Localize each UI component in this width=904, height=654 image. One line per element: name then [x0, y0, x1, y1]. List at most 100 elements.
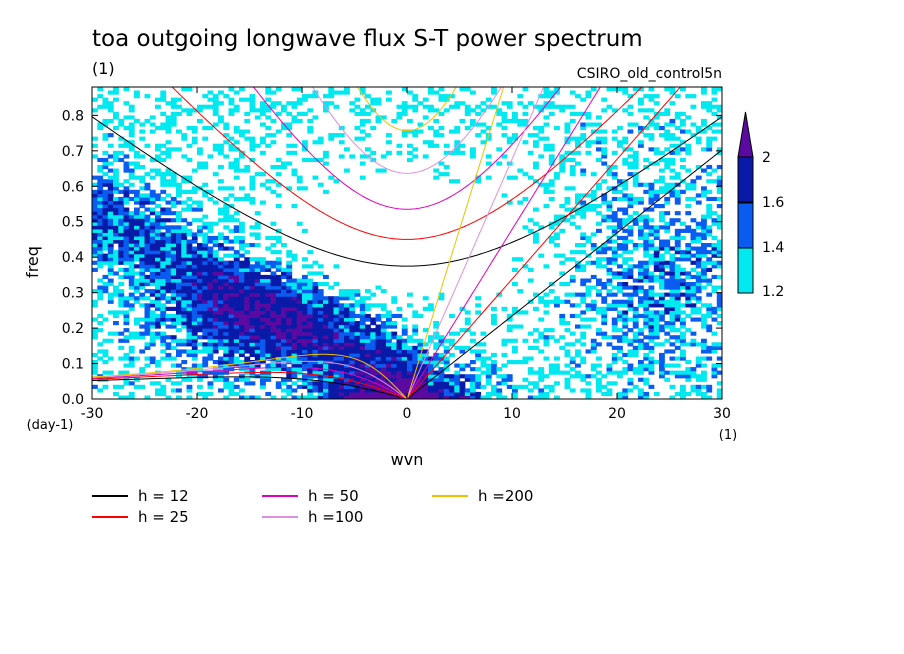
heatmap-cell — [270, 221, 277, 226]
heatmap-cell — [165, 211, 172, 216]
heatmap-cell — [202, 345, 209, 350]
heatmap-cell — [291, 282, 298, 287]
heatmap-cell — [102, 221, 109, 226]
heatmap-cell — [302, 313, 308, 319]
heatmap-cell — [338, 289, 345, 294]
heatmap-cell — [359, 374, 366, 379]
heatmap-cell — [412, 324, 419, 329]
heatmap-cell — [233, 338, 240, 343]
heatmap-cell — [632, 352, 639, 358]
heatmap-cell — [118, 370, 125, 375]
heatmap-cell — [155, 225, 161, 230]
heatmap-cell — [233, 345, 240, 350]
heatmap-cell — [270, 165, 277, 170]
heatmap-cell — [291, 299, 298, 304]
heatmap-cell — [270, 367, 277, 372]
heatmap-cell — [328, 90, 335, 95]
heatmap-cell — [659, 126, 665, 131]
heatmap-cell — [716, 363, 722, 368]
heatmap-cell — [92, 182, 98, 187]
heatmap-cell — [433, 324, 440, 329]
heatmap-cell — [333, 377, 340, 382]
heatmap-cell — [569, 90, 576, 95]
heatmap-cell — [291, 324, 298, 329]
heatmap-cell — [223, 367, 230, 372]
heatmap-cell — [260, 140, 266, 145]
heatmap-cell — [344, 87, 350, 92]
heatmap-cell — [659, 260, 665, 265]
heatmap-cell — [317, 349, 324, 354]
heatmap-cell — [270, 289, 277, 294]
heatmap-cell — [517, 168, 524, 173]
heatmap-cell — [249, 296, 256, 301]
heatmap-cell — [674, 115, 681, 120]
heatmap-cell — [181, 207, 188, 212]
heatmap-cell — [123, 317, 130, 322]
heatmap-cell — [611, 253, 618, 258]
heatmap-cell — [244, 97, 251, 102]
heatmap-cell — [144, 257, 151, 262]
heatmap-cell — [291, 306, 298, 311]
heatmap-cell — [527, 150, 534, 155]
heatmap-cell — [601, 335, 608, 340]
heatmap-cell — [433, 360, 440, 365]
heatmap-cell — [265, 317, 272, 322]
heatmap-cell — [317, 303, 324, 308]
heatmap-cell — [359, 313, 366, 319]
heatmap-cell — [370, 331, 377, 336]
heatmap-cell — [674, 335, 681, 340]
heatmap-cell — [333, 321, 340, 326]
heatmap-cell — [218, 335, 224, 340]
heatmap-cell — [580, 377, 587, 382]
heatmap-cell — [197, 271, 203, 276]
heatmap-cell — [102, 257, 109, 262]
heatmap-cell — [359, 377, 366, 382]
heatmap-cell — [653, 310, 660, 315]
heatmap-cell — [580, 267, 587, 272]
heatmap-cell — [685, 150, 692, 155]
heatmap-cell — [359, 108, 366, 113]
heatmap-cell — [149, 342, 156, 347]
heatmap-cell — [144, 196, 151, 202]
heatmap-cell — [312, 296, 319, 301]
heatmap-cell — [690, 239, 697, 244]
heatmap-cell — [617, 179, 623, 184]
heatmap-cell — [564, 157, 571, 163]
heatmap-cell — [512, 306, 518, 311]
heatmap-cell — [659, 243, 665, 248]
heatmap-cell — [270, 140, 277, 145]
heatmap-cell — [506, 175, 513, 180]
heatmap-cell — [543, 264, 550, 269]
heatmap-cell — [464, 111, 471, 116]
heatmap-cell — [260, 292, 266, 297]
heatmap-cell — [296, 292, 303, 297]
heatmap-cell — [638, 260, 644, 265]
heatmap-cell — [622, 282, 629, 287]
heatmap-cell — [622, 157, 629, 163]
heatmap-cell — [653, 260, 660, 265]
heatmap-cell — [659, 150, 665, 155]
heatmap-cell — [317, 313, 324, 319]
heatmap-cell — [627, 264, 634, 269]
heatmap-cell — [312, 324, 319, 329]
heatmap-cell — [323, 189, 329, 194]
heatmap-cell — [228, 147, 235, 152]
heatmap-cell — [480, 349, 487, 354]
heatmap-cell — [307, 367, 314, 372]
heatmap-cell — [664, 246, 671, 251]
heatmap-cell — [281, 352, 287, 358]
heatmap-cell — [97, 207, 104, 212]
heatmap-cell — [207, 384, 214, 389]
heatmap-cell — [648, 200, 655, 205]
heatmap-cell — [412, 356, 419, 361]
heatmap-cell — [480, 384, 487, 389]
heatmap-cell — [307, 118, 314, 124]
heatmap-cell — [291, 296, 298, 301]
heatmap-cell — [443, 388, 450, 393]
heatmap-cell — [160, 97, 167, 102]
heatmap-cell — [118, 331, 125, 336]
heatmap-cell — [260, 274, 266, 280]
heatmap-cell — [354, 136, 361, 141]
heatmap-cell — [459, 381, 466, 386]
heatmap-cell — [475, 356, 482, 361]
